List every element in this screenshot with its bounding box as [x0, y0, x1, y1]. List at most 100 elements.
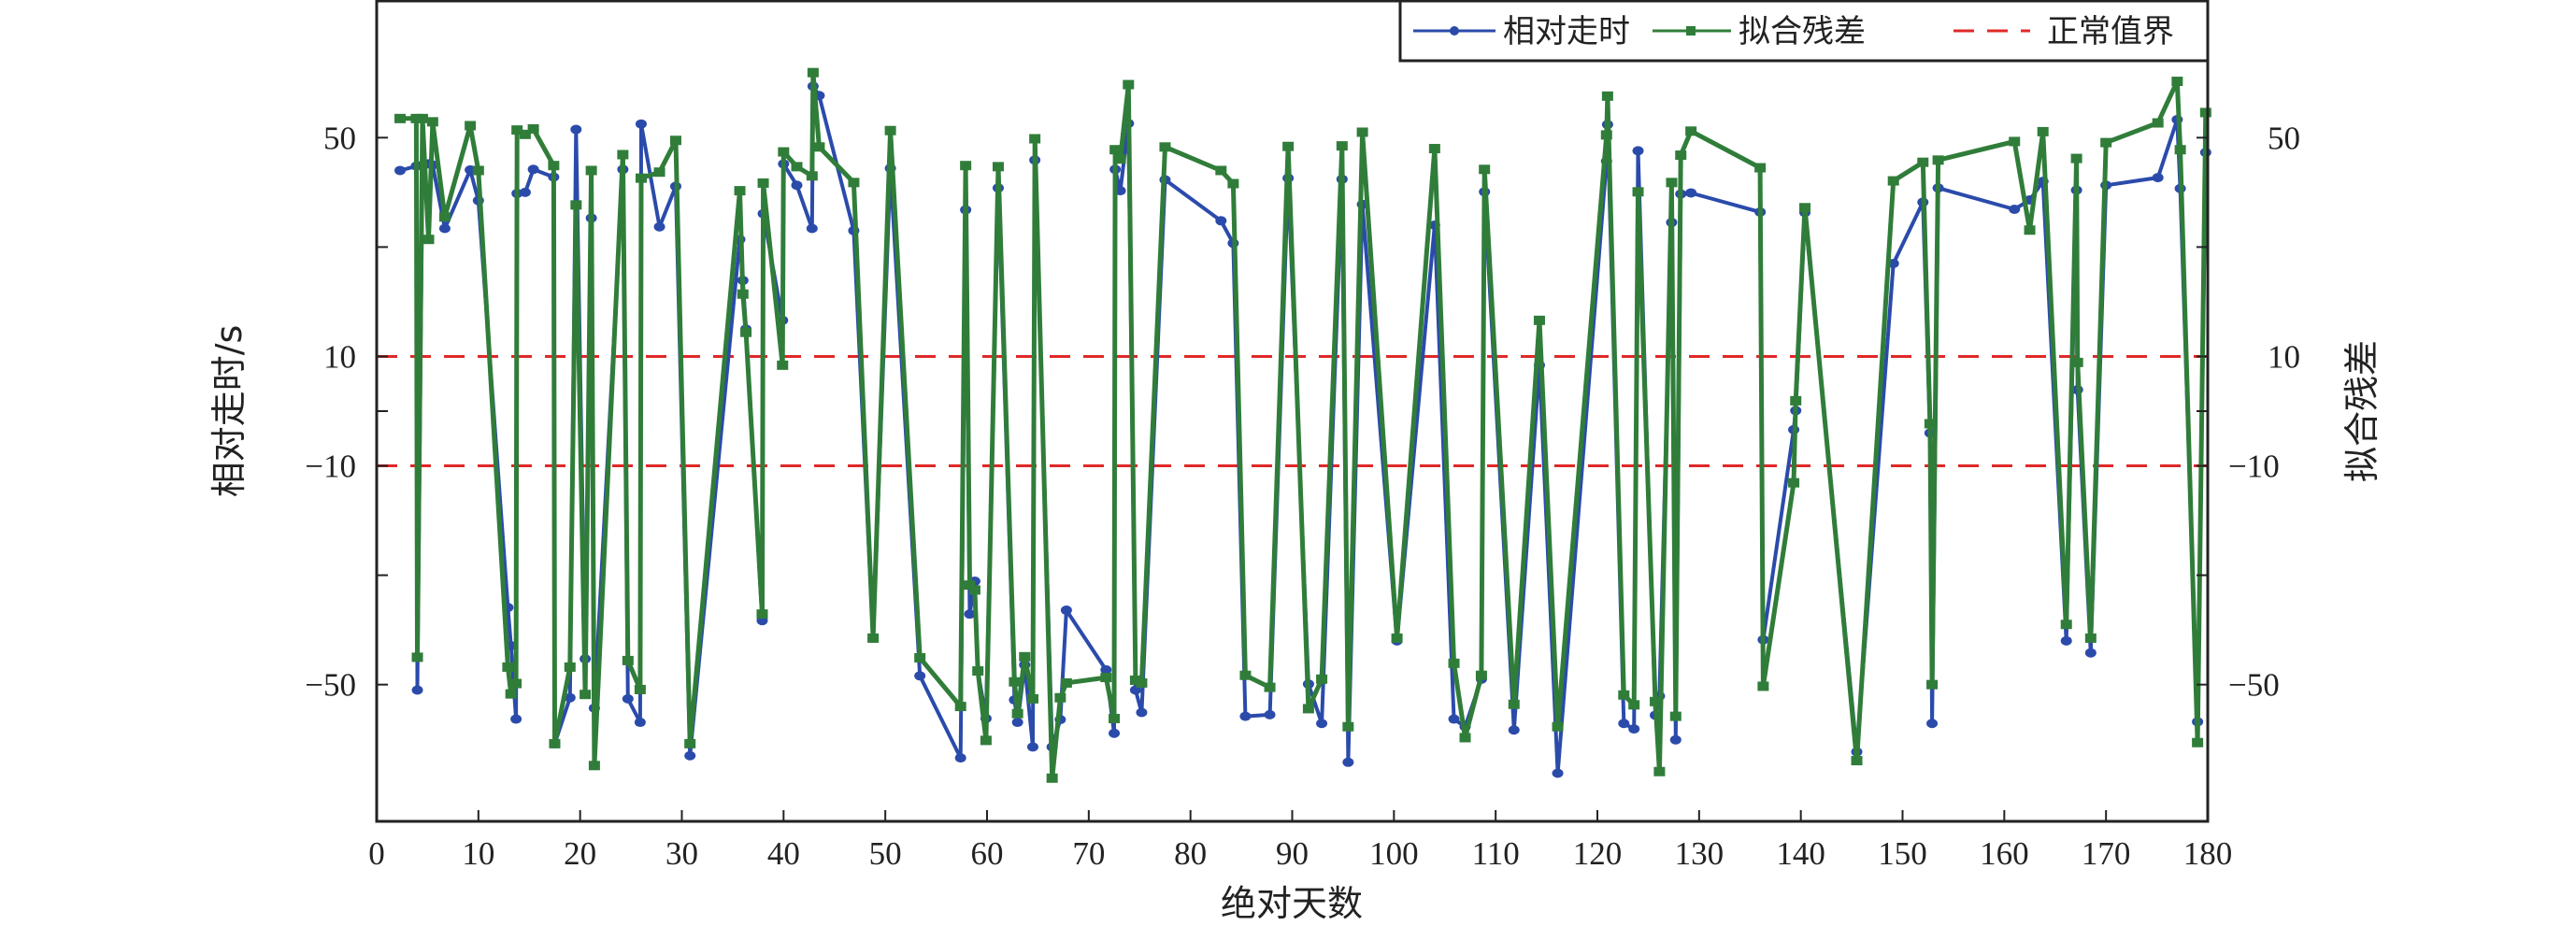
data-point [1336, 141, 1348, 151]
data-point [1685, 126, 1697, 136]
data-point [2084, 633, 2097, 643]
data-point [1046, 773, 1058, 783]
data-point [791, 180, 803, 191]
data-point [867, 633, 880, 643]
data-point [410, 113, 422, 123]
data-point [1788, 477, 1800, 488]
x-tick-label: 140 [1776, 835, 1825, 872]
data-point [570, 200, 582, 210]
data-point [1391, 633, 1403, 643]
data-point [1109, 145, 1122, 155]
data-point [1887, 176, 1899, 186]
data-point [1628, 700, 1640, 710]
data-point [669, 135, 681, 146]
data-point [564, 692, 576, 703]
data-point [1129, 675, 1141, 685]
data-point [954, 702, 966, 712]
data-point [2009, 205, 2021, 215]
data-point [527, 164, 539, 175]
data-point [2100, 137, 2112, 148]
data-point [1215, 165, 1227, 176]
legend-item-normal-bound[interactable]: 正常值界 [1953, 13, 2174, 50]
data-point [1754, 163, 1767, 173]
data-point [1239, 670, 1252, 680]
data-point [588, 761, 600, 771]
data-point [585, 165, 597, 176]
x-tick-label: 10 [462, 835, 494, 872]
data-point [1600, 130, 1612, 140]
data-point [1508, 699, 1520, 709]
legend-item-relative-time[interactable]: 相对走时 [1413, 13, 1630, 50]
data-point [757, 178, 769, 188]
legend-item-fit-residual[interactable]: 拟合残差 [1653, 13, 1866, 50]
y-tick-label-left: 50 [323, 120, 356, 156]
data-point [848, 178, 860, 188]
data-point [1011, 708, 1023, 719]
data-point [1100, 664, 1112, 675]
data-point [1109, 713, 1121, 723]
legend-label: 正常值界 [2047, 13, 2174, 50]
data-point [411, 652, 423, 662]
data-point [806, 223, 818, 234]
data-point [740, 327, 752, 337]
data-point [472, 165, 484, 176]
data-point [2024, 225, 2036, 235]
data-point [992, 162, 1004, 172]
data-point [734, 186, 746, 196]
data-point [1632, 146, 1644, 156]
data-point [964, 580, 976, 591]
data-point [2037, 126, 2049, 136]
data-point [1316, 719, 1328, 729]
data-point [1669, 734, 1682, 745]
data-point [635, 119, 647, 129]
data-point [972, 666, 984, 677]
data-point [778, 147, 790, 157]
data-point [791, 162, 803, 172]
data-point [1926, 719, 1939, 729]
data-point [1790, 395, 1802, 406]
data-point [777, 360, 789, 370]
data-point [1666, 178, 1678, 188]
data-point [1302, 704, 1314, 714]
y-tick-label-left: 10 [323, 338, 356, 375]
x-tick-label: 0 [368, 835, 385, 872]
data-point [511, 125, 523, 135]
data-point [635, 173, 647, 183]
x-tick-label: 70 [1072, 835, 1105, 872]
series-layer [394, 67, 2211, 783]
data-point [1552, 768, 1564, 778]
data-point [2009, 136, 2021, 147]
y-tick-label-right: −50 [2228, 667, 2280, 704]
data-point [2199, 107, 2211, 118]
data-point [1757, 681, 1769, 691]
x-tick-label: 120 [1573, 835, 1623, 872]
data-point [1650, 696, 1662, 706]
data-point [1227, 178, 1239, 189]
data-point [1109, 728, 1121, 738]
x-tick-label: 170 [2082, 835, 2131, 872]
x-tick-label: 60 [971, 835, 1004, 872]
data-point [1026, 693, 1038, 704]
data-point [411, 685, 423, 695]
data-point [1060, 677, 1072, 688]
data-point [549, 738, 561, 748]
y-tick-label-right: 50 [2268, 120, 2300, 156]
data-point [438, 223, 451, 234]
data-point [438, 212, 451, 222]
x-tick-label: 80 [1174, 835, 1207, 872]
data-point [960, 161, 972, 171]
data-point [510, 714, 522, 724]
x-tick-label: 90 [1276, 835, 1309, 872]
data-point [505, 689, 517, 699]
data-point [1342, 757, 1354, 767]
data-point [570, 124, 582, 135]
y-tick-label-left: −10 [305, 449, 356, 485]
y-tick-label-right: −10 [2228, 449, 2280, 485]
data-point [2060, 620, 2072, 630]
data-point [1114, 186, 1126, 196]
data-point [964, 609, 976, 620]
x-tick-label: 180 [2183, 835, 2233, 872]
data-point [580, 690, 592, 700]
data-point [502, 662, 514, 672]
